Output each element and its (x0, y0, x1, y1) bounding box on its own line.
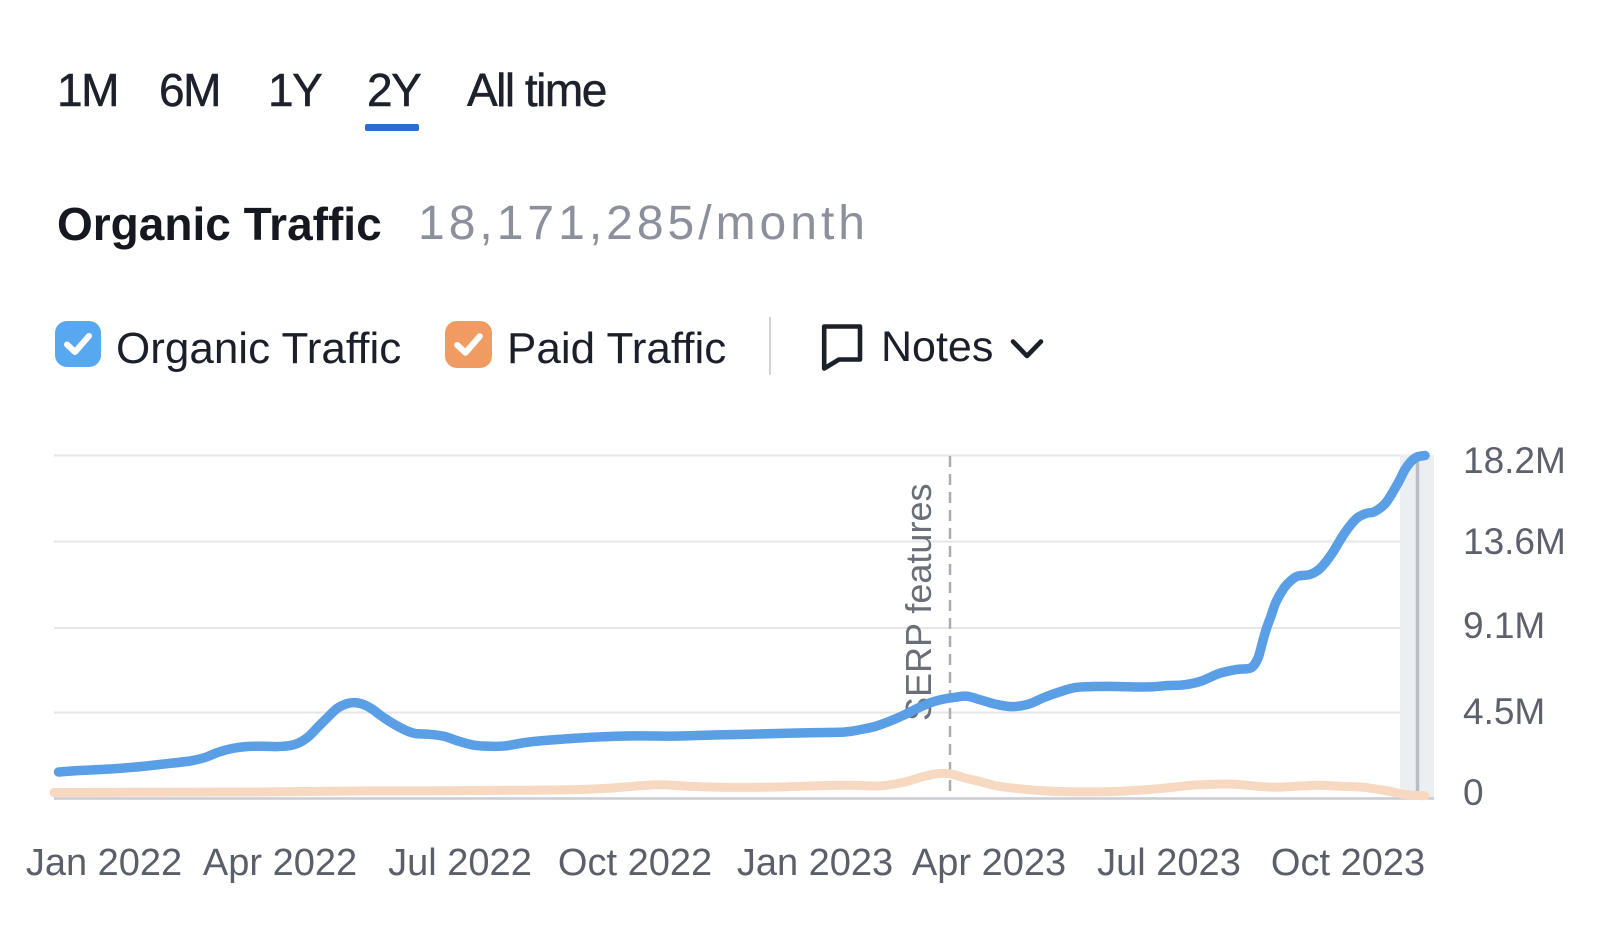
svg-text:SERP features: SERP features (898, 484, 939, 721)
svg-text:Jul 2023: Jul 2023 (1097, 842, 1241, 884)
svg-text:0: 0 (1463, 772, 1484, 813)
svg-text:Oct 2022: Oct 2022 (558, 842, 712, 884)
svg-text:Apr 2022: Apr 2022 (203, 842, 357, 884)
svg-text:Jan 2023: Jan 2023 (737, 842, 893, 884)
svg-text:9.1M: 9.1M (1463, 605, 1545, 646)
svg-text:Apr 2023: Apr 2023 (912, 842, 1066, 884)
svg-text:Oct 2023: Oct 2023 (1271, 842, 1425, 884)
svg-text:Jul 2022: Jul 2022 (388, 842, 532, 884)
svg-text:Jan 2022: Jan 2022 (26, 842, 182, 884)
svg-text:18.2M: 18.2M (1463, 440, 1566, 481)
svg-text:4.5M: 4.5M (1463, 691, 1545, 732)
svg-text:13.6M: 13.6M (1463, 521, 1566, 562)
